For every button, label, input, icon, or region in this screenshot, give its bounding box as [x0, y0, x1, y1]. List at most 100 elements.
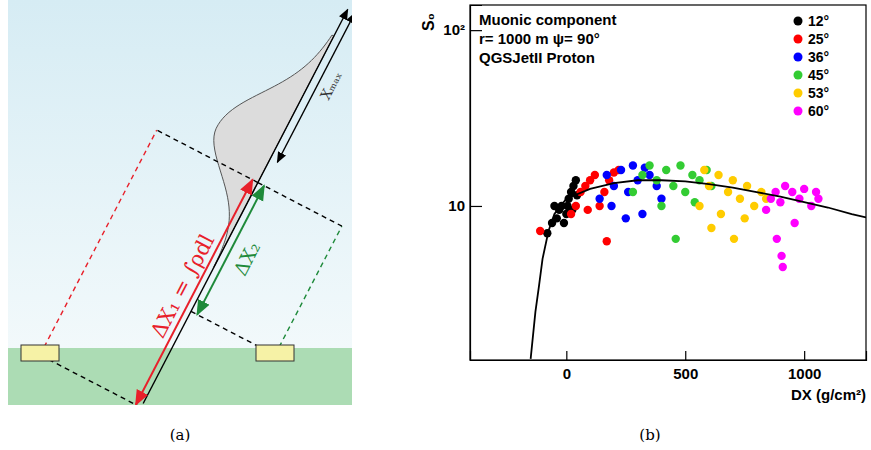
- data-point: [781, 182, 789, 190]
- x-axis-line: [471, 351, 867, 361]
- x-axis-tick-label: 0: [563, 365, 571, 382]
- data-point: [584, 206, 592, 214]
- data-point: [688, 171, 696, 179]
- x-axis-tick-label: 500: [673, 365, 698, 382]
- ground: [8, 348, 352, 405]
- y-axis-tick-mark: [470, 206, 482, 207]
- legend-marker: [794, 17, 803, 26]
- annotation: r= 1000 m ψ= 90°: [479, 30, 600, 47]
- data-point: [657, 202, 665, 210]
- y-axis-tick-label: 10: [448, 197, 465, 214]
- annotation: Muonic component: [479, 11, 617, 28]
- data-point: [607, 202, 615, 210]
- y-axis-tick: 10: [448, 197, 482, 214]
- data-point: [672, 235, 680, 243]
- x-axis-tick-label: 1000: [788, 365, 821, 382]
- legend-label: 53°: [808, 85, 829, 101]
- data-point: [629, 161, 637, 169]
- series: [536, 166, 623, 246]
- plot-frame: [470, 5, 866, 360]
- x-axis: 0 500 1000: [471, 351, 867, 382]
- legend-marker: [794, 35, 803, 44]
- x-axis-tick: 500: [673, 351, 698, 382]
- data-point: [800, 185, 808, 193]
- legend-marker: [794, 89, 803, 98]
- series: [629, 161, 716, 243]
- data-point: [676, 161, 684, 169]
- data-point: [572, 202, 580, 210]
- data-point: [773, 235, 781, 243]
- projection-line: [40, 130, 157, 355]
- annotation: QGSJetII Proton: [479, 49, 595, 66]
- detector: [256, 345, 294, 361]
- legend-marker: [794, 107, 803, 116]
- legend-label: 12°: [808, 13, 829, 29]
- projection-line: [40, 355, 141, 405]
- data-point: [595, 202, 603, 210]
- y-axis: 10 10²: [443, 6, 482, 361]
- panel-label: (a): [170, 426, 191, 444]
- xmax-arrow: [277, 13, 352, 162]
- data-point: [788, 188, 796, 196]
- x-axis-tick-mark: [685, 351, 686, 360]
- sky: [8, 0, 352, 348]
- legend-label: 60°: [808, 103, 829, 119]
- diagram: [8, 0, 352, 405]
- fit-curve: [531, 180, 866, 359]
- data-point: [617, 166, 625, 174]
- projection-line: [258, 183, 342, 227]
- x-axis-tick: 1000: [788, 351, 821, 382]
- y-axis-tick-label: 10²: [443, 21, 465, 38]
- data-point: [779, 263, 787, 271]
- legend-label: 36°: [808, 49, 829, 65]
- projection-line: [275, 226, 342, 355]
- data-point: [645, 161, 653, 169]
- legend-label: 25°: [808, 31, 829, 47]
- data-point: [714, 171, 722, 179]
- data-point: [536, 227, 544, 235]
- data-point: [657, 194, 665, 202]
- detector: [21, 345, 59, 361]
- data-point: [681, 188, 689, 196]
- x-axis-tick-mark: [804, 351, 805, 360]
- data-point: [603, 171, 611, 179]
- data-point: [629, 188, 637, 196]
- series: [695, 166, 770, 243]
- legend-marker: [794, 53, 803, 62]
- panel-label: (b): [639, 426, 660, 444]
- data-point: [776, 198, 784, 206]
- data-point: [662, 166, 670, 174]
- data-point: [750, 202, 758, 210]
- data-point: [724, 188, 732, 196]
- data-point: [762, 206, 770, 214]
- projection-line: [157, 130, 258, 182]
- data-point: [729, 176, 737, 184]
- data-point: [717, 210, 725, 218]
- data-point: [560, 219, 568, 227]
- data-point: [638, 210, 646, 218]
- legend-marker: [794, 71, 803, 80]
- shower-axis: [143, 9, 348, 403]
- data-point: [741, 214, 749, 222]
- data-point: [567, 210, 575, 218]
- data-point: [790, 219, 798, 227]
- delta-x2-label: ΔX₂: [229, 238, 265, 279]
- delta-x1-arrow: [136, 180, 253, 405]
- data-point: [591, 171, 599, 179]
- delta-x1-label: ΔX₁ = ∫ρdl: [146, 230, 219, 342]
- y-axis-title: S₀: [420, 13, 437, 31]
- series: [595, 161, 665, 222]
- xmax-label: Xₘₐₓ: [317, 68, 345, 102]
- legend-label: 45°: [808, 67, 829, 83]
- data-point: [700, 166, 708, 174]
- plot-area: [531, 161, 866, 359]
- data-point: [603, 237, 611, 245]
- legend: 12° 25° 36° 45° 53° 60°: [794, 13, 830, 119]
- x-axis-tick-mark: [566, 351, 567, 360]
- data-point: [730, 235, 738, 243]
- data-point: [695, 202, 703, 210]
- x-axis-title: DX (g/cm²): [791, 386, 866, 403]
- x-axis-tick: 0: [563, 351, 571, 382]
- data-point: [736, 194, 744, 202]
- data-point: [572, 176, 580, 184]
